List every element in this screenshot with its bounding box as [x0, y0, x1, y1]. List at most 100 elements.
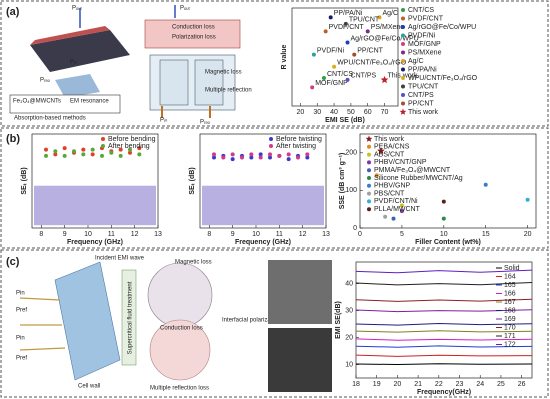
label: Conduction loss [172, 25, 215, 31]
point-label: PS/MXene [371, 24, 405, 31]
legend-label: 167 [504, 299, 516, 306]
x-tick-label: 19 [373, 381, 381, 388]
arrow [19, 347, 66, 351]
legend-swatch [401, 33, 405, 38]
legend-label: Before bending [108, 136, 156, 143]
point [365, 29, 370, 34]
process-bar [121, 269, 137, 366]
label: Conduction loss [160, 326, 203, 332]
x-tick-label: 12 [299, 231, 307, 238]
photo [34, 185, 156, 226]
point [137, 146, 142, 151]
line [355, 354, 533, 357]
legend-swatch [401, 76, 405, 80]
legend-label: MOF/GNP [408, 41, 441, 48]
x-tick-label: 11 [276, 231, 283, 238]
point [44, 147, 48, 152]
point [391, 216, 396, 221]
x-tick-label: 26 [518, 381, 526, 388]
legend-swatch [101, 144, 105, 148]
legend-label: This work [374, 136, 404, 143]
x-tick-label: 8 [207, 231, 211, 238]
point [286, 152, 291, 157]
arrow [19, 297, 61, 301]
legend-label: 164 [504, 273, 516, 280]
legend-swatch [367, 152, 371, 157]
label: Pᵣₑₒ [200, 120, 211, 126]
x-tick-label: 10 [440, 231, 448, 238]
cell-image [147, 262, 213, 328]
legend-label: PEBA/CNS [374, 144, 410, 151]
point [305, 152, 310, 157]
legend-label: This work [408, 109, 438, 116]
sem-image [268, 260, 332, 324]
label: Incident EMI wave [95, 256, 145, 262]
x-axis-label: Filler Content (wt%) [415, 239, 481, 246]
panel-label: (c) [6, 256, 20, 268]
legend-swatch [401, 59, 405, 63]
legend-label: WPU/CNT/Fe₃O₄/rGO [408, 75, 478, 82]
legend-swatch [269, 137, 273, 141]
label: EM resonance [70, 99, 109, 105]
point [128, 147, 132, 152]
line [355, 269, 533, 274]
point-label: Ag/C [382, 10, 398, 17]
legend-label: Solid [504, 265, 520, 272]
point [81, 147, 86, 152]
label: Magnetic loss [205, 70, 242, 76]
line [355, 298, 533, 302]
point [230, 152, 235, 157]
label: Pₒᵤₜ [180, 6, 191, 12]
point [377, 15, 382, 20]
label: Multiple reflection loss [150, 386, 209, 392]
point [249, 155, 254, 160]
point-label: PVDF/CNT [329, 24, 365, 31]
x-tick-label: 11 [108, 231, 115, 238]
legend-label: PVDF/CNT [408, 15, 444, 22]
cell [194, 59, 224, 106]
panel-frame [0, 127, 549, 249]
point-label: TPU/CNT [349, 17, 380, 24]
point [230, 157, 235, 162]
legend-label: PP/CNT [408, 100, 434, 107]
legend-swatch [401, 16, 405, 21]
point [328, 15, 333, 20]
panel-label: (b) [6, 133, 20, 145]
point-label: CNT/CS [327, 71, 353, 78]
label: Multiple reflection [205, 88, 252, 94]
legend-swatch [401, 93, 405, 97]
x-axis-label: Frequency (GHz) [67, 239, 123, 246]
point [525, 197, 530, 202]
label: Pref [16, 308, 27, 314]
cell [159, 59, 189, 106]
point-label: PP/PA/Ni [334, 10, 363, 17]
point [118, 147, 123, 152]
label: Pᵣₑₒ [40, 78, 51, 84]
x-tick-label: 24 [476, 381, 484, 388]
x-tick-label: 15 [482, 231, 490, 238]
point-label: WPU/CNT/Fe₃O₄/rGO [337, 60, 407, 67]
photo [202, 185, 324, 226]
label: Fe₃O₄@MWCNTs [13, 99, 61, 105]
legend-label: PHBV/GNP [374, 183, 411, 190]
x-tick-label: 70 [381, 109, 389, 116]
y-axis-label: R value [281, 44, 288, 69]
x-tick-label: 40 [330, 109, 338, 116]
x-tick-label: 22 [435, 381, 443, 388]
point [352, 52, 357, 57]
x-tick-label: 10 [252, 231, 260, 238]
legend-swatch [367, 168, 371, 173]
legend-swatch [401, 8, 405, 12]
x-tick-label: 5 [400, 231, 404, 238]
legend-swatch [399, 108, 407, 115]
legend-swatch [367, 207, 371, 212]
point [268, 152, 272, 157]
point [53, 152, 58, 157]
x-tick-label: 30 [313, 109, 321, 116]
plot-frame [355, 261, 533, 379]
legend-label: After bending [108, 143, 150, 150]
point [399, 209, 404, 214]
point [90, 152, 95, 157]
legend-swatch [367, 191, 371, 196]
loss-box [144, 19, 241, 49]
